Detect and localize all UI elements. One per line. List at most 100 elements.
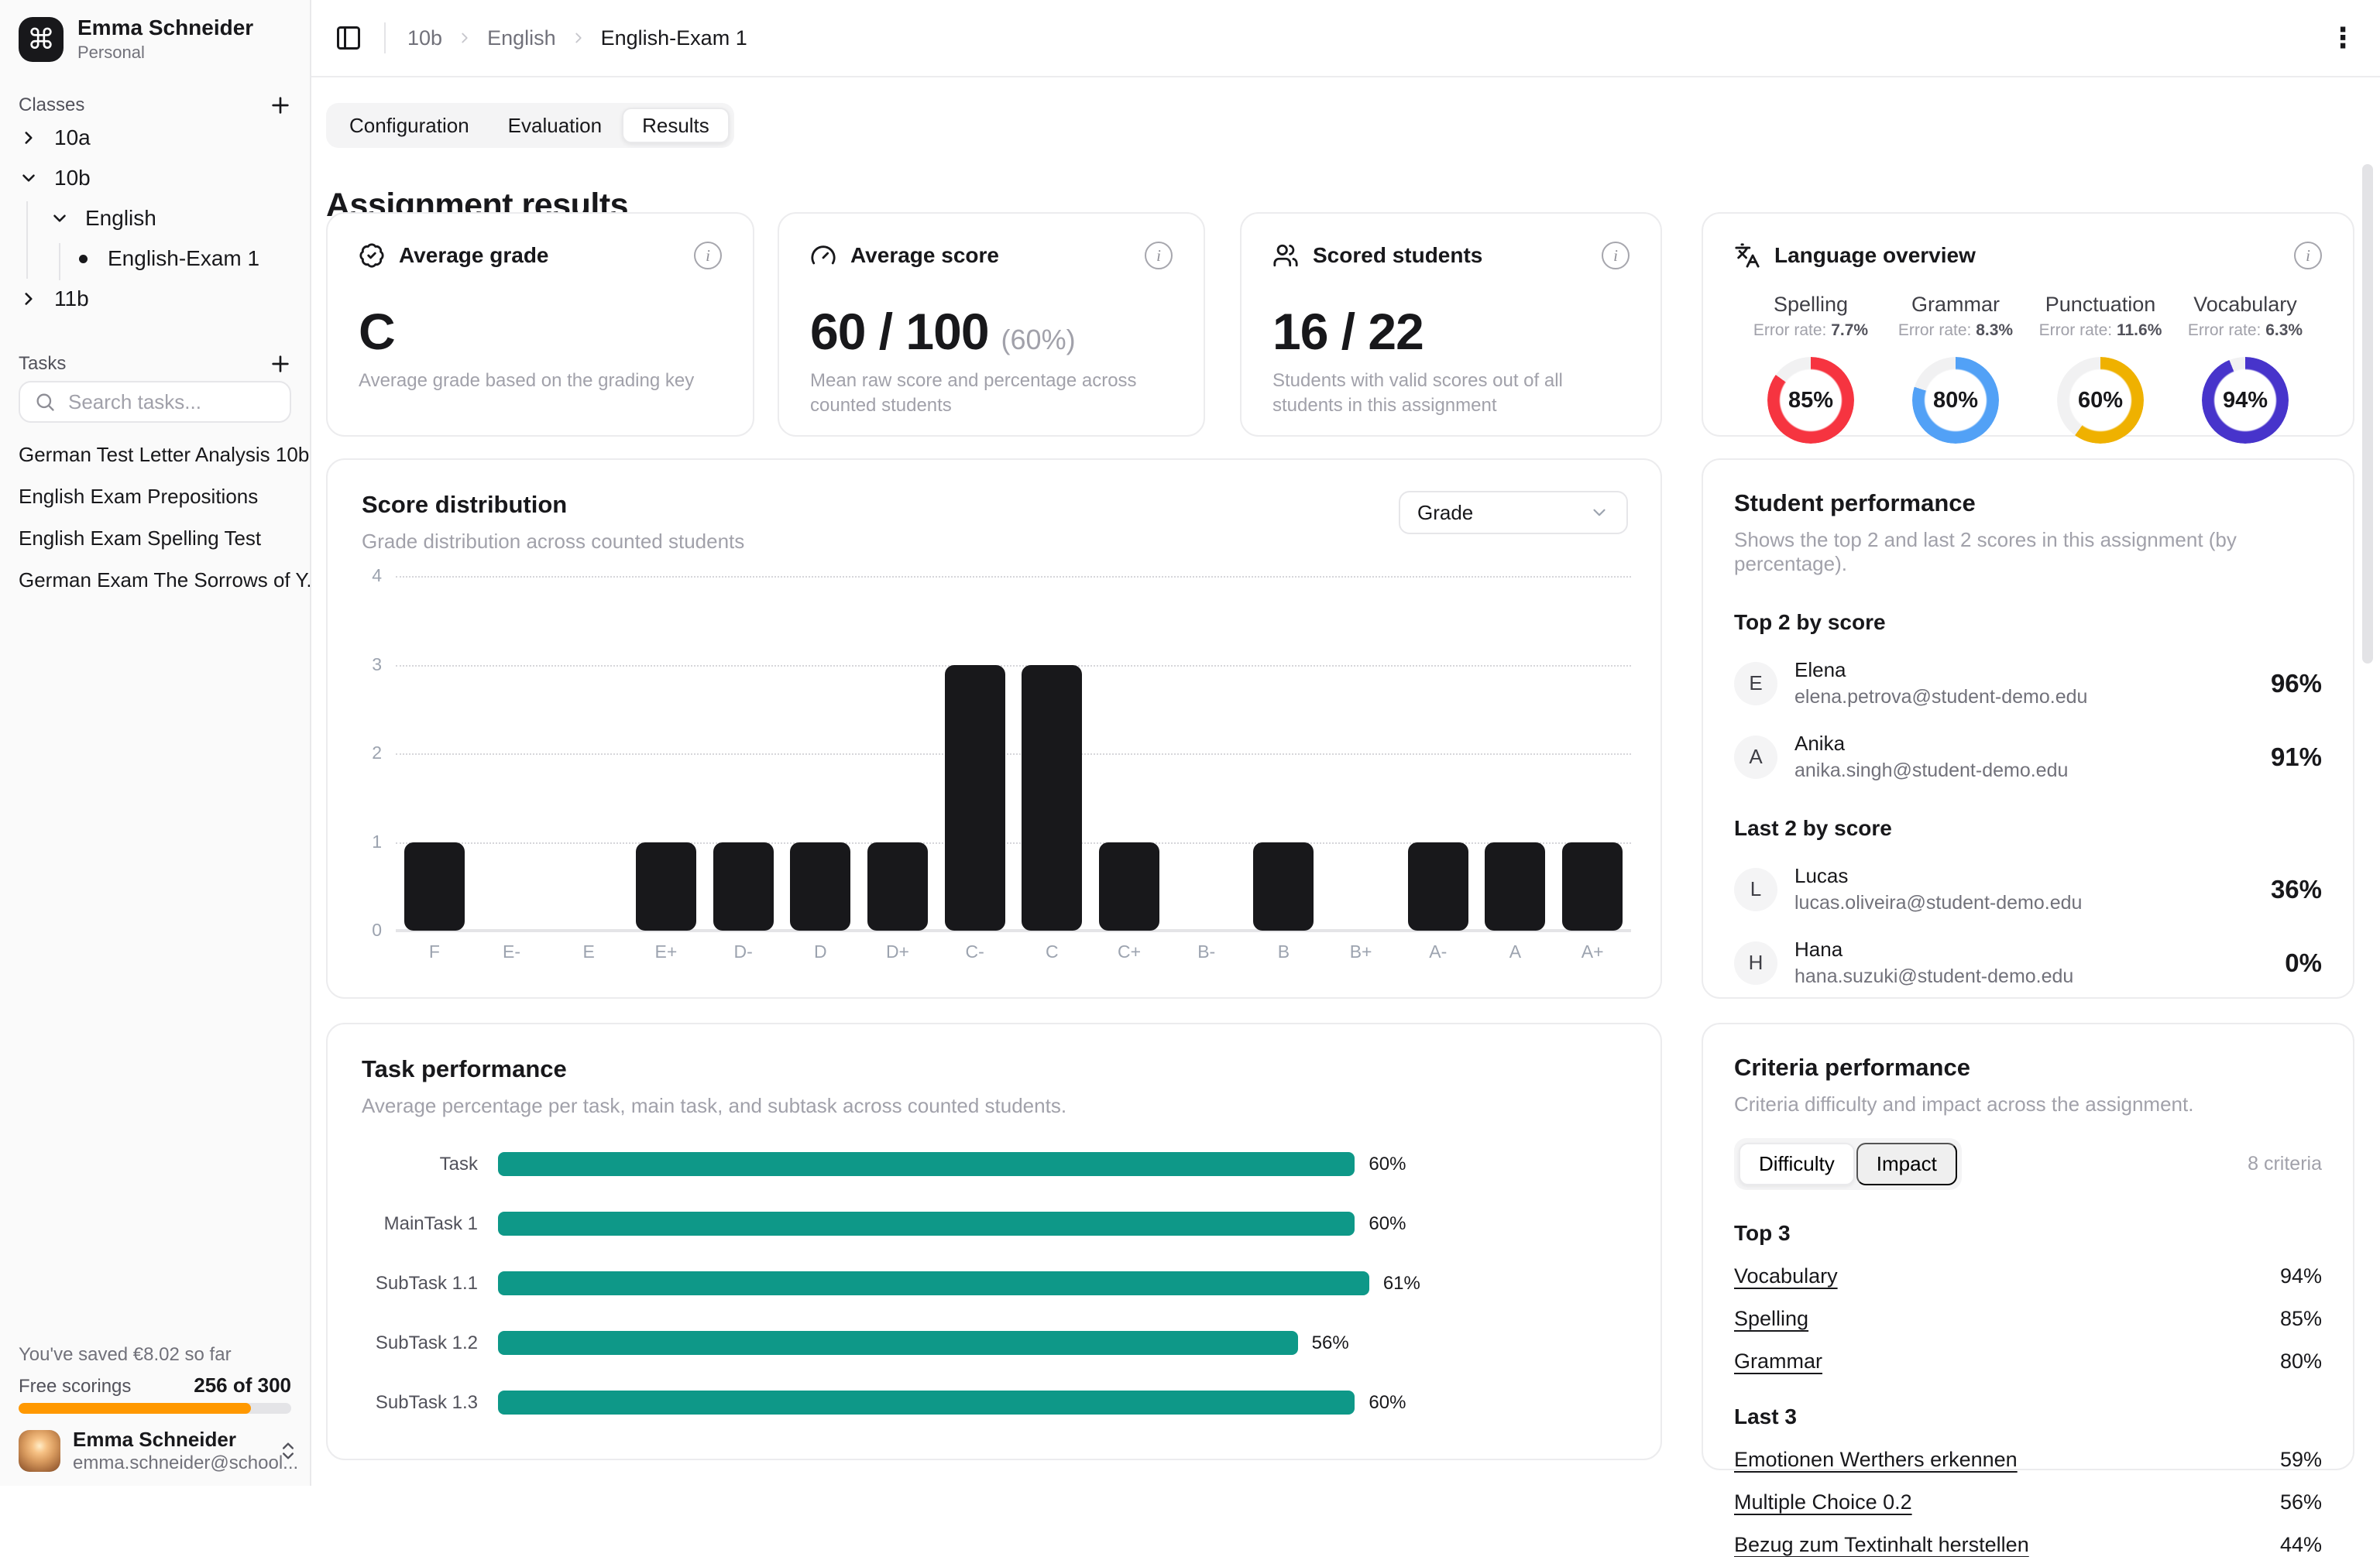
sidebar-task-item[interactable]: English Exam Spelling Test	[19, 526, 262, 550]
breadcrumb-separator-icon	[456, 29, 473, 46]
class-label: 10a	[54, 125, 91, 149]
card-title: Language overview	[1774, 243, 1976, 267]
x-axis-label: A-	[1429, 941, 1448, 962]
y-axis-tick: 4	[372, 565, 382, 585]
toggle-difficulty[interactable]: Difficulty	[1739, 1143, 1855, 1185]
scrollbar-thumb[interactable]	[2362, 164, 2373, 664]
info-icon[interactable]: i	[2294, 242, 2322, 269]
card-caption: Average grade based on the grading key	[359, 370, 695, 391]
y-axis-tick: 0	[372, 920, 382, 940]
x-axis-label: E	[582, 941, 595, 962]
chart-slot-c	[1090, 576, 1168, 931]
criteria-link[interactable]: Multiple Choice 0.2	[1734, 1490, 1912, 1514]
student-name: Elena	[1794, 658, 1846, 681]
chart-slot-e	[627, 576, 705, 931]
sidebar-class-english[interactable]: English	[0, 198, 310, 238]
chart-slot-a	[1399, 576, 1477, 931]
gridline	[396, 753, 1631, 755]
criteria-count: 8 criteria	[2248, 1153, 2322, 1175]
sidebar-task-item[interactable]: German Test Letter Analysis 10b	[19, 442, 310, 466]
class-label: 11b	[54, 286, 89, 310]
task-bar-value: 60%	[1369, 1212, 1406, 1234]
sidebar-class-english-exam-1[interactable]: English-Exam 1	[0, 238, 310, 279]
average-grade-value: C	[359, 303, 396, 360]
criteria-link[interactable]: Emotionen Werthers erkennen	[1734, 1448, 2018, 1471]
task-bar-value: 60%	[1369, 1391, 1406, 1413]
student-identity: Anika anika.singh@student-demo.edu	[1794, 732, 2068, 782]
ring-percentage: 80%	[1932, 387, 1979, 413]
workspace-switcher[interactable]: ⌘ Emma Schneider Personal	[19, 15, 297, 63]
breadcrumb-item-10b[interactable]: 10b	[407, 26, 443, 50]
sidebar-task-item[interactable]: German Exam The Sorrows of Y...	[19, 568, 310, 592]
add-task-button[interactable]	[265, 348, 296, 379]
info-icon[interactable]: i	[1602, 242, 1630, 269]
section-heading: Last 2 by score	[1734, 816, 1892, 840]
free-scorings-progress-fill	[19, 1403, 252, 1414]
metric-error-rate: Error rate: 11.6%	[2038, 321, 2162, 339]
panel-subtitle: Grade distribution across counted studen…	[362, 530, 745, 553]
chart-bar	[1407, 842, 1468, 931]
scored-students-card: Scored students i 16 / 22 Students with …	[1240, 212, 1662, 437]
student-row-lucas: L Lucas lucas.oliveira@student-demo.edu 36%	[1734, 864, 2322, 914]
info-icon[interactable]: i	[694, 242, 722, 269]
x-axis-label: E+	[654, 941, 678, 962]
metric-ring: 80%	[1912, 357, 1999, 444]
bar-slots	[396, 576, 1631, 931]
chevron-down-icon	[1589, 502, 1609, 523]
chart-slot-b	[1245, 576, 1323, 931]
breadcrumb-separator-icon	[570, 29, 587, 46]
student-row-anika: A Anika anika.singh@student-demo.edu 91%	[1734, 732, 2322, 782]
free-scorings-row: Free scorings 256 of 300	[19, 1374, 291, 1398]
sidebar-class-11b[interactable]: 11b	[0, 279, 310, 319]
panel-title: Task performance	[362, 1055, 567, 1082]
tab-evaluation[interactable]: Evaluation	[507, 113, 603, 137]
task-bar	[498, 1271, 1369, 1295]
criteria-link[interactable]: Spelling	[1734, 1307, 1809, 1330]
criteria-row-spelling: Spelling 85%	[1734, 1307, 2322, 1331]
tab-results[interactable]: Results	[622, 108, 730, 143]
ring-arc	[2057, 357, 2144, 444]
task-performance-card: Task performance Average percentage per …	[326, 1023, 1662, 1460]
student-email: elena.petrova@student-demo.edu	[1794, 686, 2088, 708]
breadcrumb: 10b English English-Exam 1	[407, 26, 747, 50]
chevrons-up-down-icon	[277, 1440, 299, 1462]
task-bar-label: Task	[439, 1153, 478, 1175]
classes-section-header: Classes	[19, 90, 296, 121]
add-class-button[interactable]	[265, 90, 296, 121]
toggle-impact[interactable]: Impact	[1856, 1143, 1957, 1185]
criteria-link[interactable]: Bezug zum Textinhalt herstellen	[1734, 1533, 2029, 1556]
avatar	[19, 1430, 60, 1472]
sidebar-class-10a[interactable]: 10a	[0, 118, 310, 158]
chart-slot-b	[1168, 576, 1245, 931]
criteria-link[interactable]: Vocabulary	[1734, 1264, 1838, 1288]
breadcrumb-item-english[interactable]: English	[487, 26, 556, 50]
tab-configuration[interactable]: Configuration	[349, 113, 469, 137]
search-input[interactable]	[67, 389, 276, 415]
task-bar-label: MainTask 1	[383, 1212, 478, 1234]
average-score-percent: (60%)	[1001, 324, 1076, 355]
tab-bar: Configuration Evaluation Results	[326, 103, 734, 148]
tree-indent-guide	[59, 243, 60, 280]
gridline	[396, 664, 1631, 667]
chart-slot-a	[1477, 576, 1554, 931]
sidebar-task-item[interactable]: English Exam Prepositions	[19, 484, 259, 508]
workspace-logo-icon: ⌘	[19, 16, 64, 62]
user-menu[interactable]: Emma Schneider emma.schneider@school...	[19, 1428, 299, 1474]
sidebar-class-10b[interactable]: 10b	[0, 158, 310, 198]
criteria-link[interactable]: Grammar	[1734, 1350, 1822, 1373]
x-axis-label: C+	[1118, 941, 1142, 962]
metric-error-rate-value: 11.6%	[2116, 321, 2162, 339]
student-avatar: H	[1734, 941, 1777, 985]
average-score-value: 60 / 100	[810, 303, 990, 360]
topbar: 10b English English-Exam 1 ⋮	[311, 0, 2380, 77]
more-options-button[interactable]: ⋮	[2329, 22, 2357, 53]
group-by-dropdown[interactable]: Grade	[1399, 491, 1628, 534]
task-bar	[498, 1152, 1355, 1176]
metric-label: Grammar	[1911, 293, 2000, 316]
task-bar-row-maintask-1: MainTask 1 60%	[362, 1212, 1626, 1236]
sidebar-toggle-button[interactable]	[335, 24, 362, 52]
card-title: Average grade	[399, 243, 549, 267]
language-metric-vocabulary: Vocabulary Error rate: 6.3% 94%	[2173, 293, 2317, 444]
info-icon[interactable]: i	[1145, 242, 1173, 269]
chart-bar	[1562, 842, 1623, 931]
